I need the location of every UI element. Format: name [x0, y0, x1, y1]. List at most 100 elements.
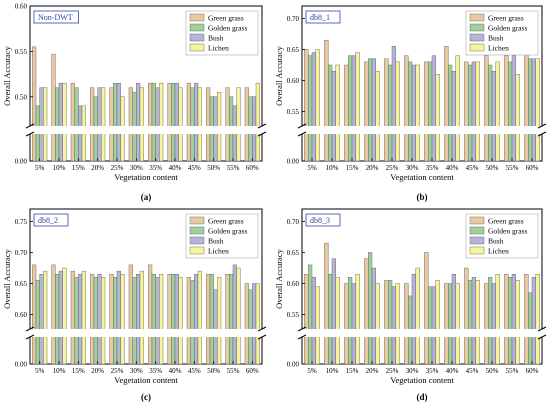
legend-label: Green grass [208, 217, 244, 226]
bar [475, 280, 480, 365]
x-tick-label: 5% [35, 164, 45, 172]
x-tick-label: 5% [35, 367, 45, 375]
y-tick-label: 0.55 [287, 108, 300, 116]
bar [101, 87, 106, 162]
bar [178, 277, 183, 365]
axis-break-mark-left [25, 123, 35, 129]
bar [255, 82, 260, 162]
bar [328, 274, 333, 365]
axis-break-mark-left [297, 123, 307, 129]
x-tick-label: 50% [207, 164, 220, 172]
bar [174, 82, 179, 162]
bar [217, 277, 222, 365]
bar [225, 87, 230, 162]
bar [411, 274, 416, 365]
bar [404, 283, 409, 365]
x-tick-label: 40% [446, 367, 459, 375]
x-tick-label: 55% [506, 164, 519, 172]
x-tick-label: 35% [426, 164, 439, 172]
legend-swatch [469, 216, 485, 225]
y-tick-label: 0.70 [15, 249, 28, 257]
y-tick-label: 0.60 [15, 3, 28, 11]
axis-break-mark-right [537, 326, 547, 332]
legend-swatch [469, 43, 485, 52]
bar [415, 267, 420, 365]
x-tick-label: 60% [526, 367, 539, 375]
bar [368, 58, 373, 162]
chart-title-box [305, 10, 341, 24]
legend-label: Lichen [208, 247, 229, 256]
x-axis-title: Vegetation content [114, 375, 178, 385]
axis-break-mark-left [297, 131, 307, 137]
bar [190, 87, 195, 162]
bar [32, 46, 37, 162]
x-tick-label: 15% [346, 367, 359, 375]
bar [324, 242, 329, 365]
bar [213, 289, 218, 365]
bar [194, 274, 199, 365]
bar [174, 274, 179, 365]
bar [136, 274, 141, 365]
chart-title: Non-DWT [38, 13, 73, 22]
axis-break-gap [26, 329, 266, 337]
legend-label: Green grass [488, 14, 524, 23]
bar [116, 82, 121, 162]
y-tick-label: 0.55 [15, 48, 28, 56]
bar [515, 280, 520, 365]
x-tick-label: 50% [486, 164, 499, 172]
bar [55, 274, 60, 365]
bar [511, 274, 516, 365]
bar [371, 58, 376, 162]
bar [311, 277, 316, 365]
bar [113, 277, 118, 365]
panel-caption: (c) [141, 392, 151, 402]
bar [244, 87, 249, 162]
x-tick-label: 50% [207, 367, 220, 375]
bar [384, 280, 389, 365]
chart-title-box [305, 213, 341, 227]
bar [471, 61, 476, 162]
bar [139, 87, 144, 162]
legend-swatch [189, 216, 205, 225]
bar [190, 280, 195, 365]
bar [155, 87, 160, 162]
bar [139, 270, 144, 365]
axis-break-mark-left [25, 334, 35, 340]
bar [308, 55, 313, 162]
legend-swatch [189, 33, 205, 42]
bar [355, 52, 360, 162]
bar [448, 64, 453, 162]
bar [304, 49, 309, 162]
bar [128, 87, 133, 162]
plot-frame [29, 208, 263, 365]
x-tick-label: 25% [386, 367, 399, 375]
legend-swatch [189, 246, 205, 255]
bar [62, 267, 67, 365]
y-tick-label: 0.00 [287, 361, 300, 369]
x-tick-label: 30% [406, 164, 419, 172]
bar [308, 264, 313, 365]
y-tick-label: 0.60 [287, 280, 300, 288]
bar [311, 52, 316, 162]
bar [151, 82, 156, 162]
chart-title: db8_3 [310, 216, 330, 225]
axis-break-mark-left [297, 326, 307, 332]
bar [109, 87, 114, 162]
bar [35, 280, 40, 365]
bar [351, 283, 356, 365]
legend-label: Lichen [488, 247, 509, 256]
bar [535, 58, 540, 162]
bar [431, 286, 436, 365]
x-tick-label: 10% [326, 367, 339, 375]
bar [428, 286, 433, 365]
bar [491, 283, 496, 365]
bar [328, 64, 333, 162]
bar [315, 286, 320, 365]
bar [136, 82, 141, 162]
x-tick-label: 30% [130, 367, 143, 375]
bar [315, 49, 320, 162]
bar [435, 74, 440, 162]
legend-label: Bush [208, 34, 224, 43]
y-tick-label: 0.65 [287, 249, 300, 257]
